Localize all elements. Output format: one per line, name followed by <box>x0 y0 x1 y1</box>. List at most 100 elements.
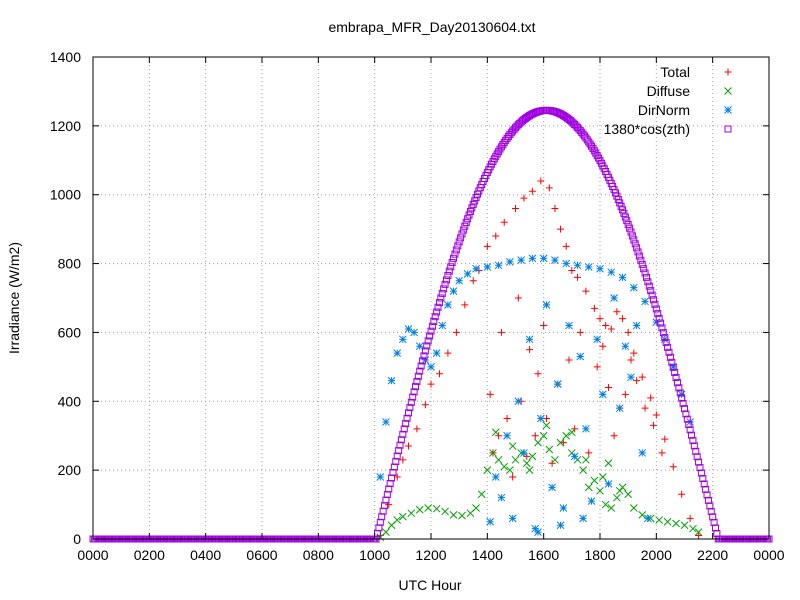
data-point <box>678 490 686 498</box>
data-point <box>382 418 390 426</box>
data-point <box>486 390 494 398</box>
x-tick-label: 0200 <box>134 547 165 563</box>
data-point <box>635 252 643 260</box>
data-point <box>638 449 647 457</box>
data-point <box>647 287 655 295</box>
data-point <box>491 473 500 481</box>
data-point <box>627 356 635 364</box>
y-axis-ticks: 0 200 400 600 800 1000 1200 1400 <box>50 49 769 547</box>
x-axis-label: UTC Hour <box>398 577 461 593</box>
data-point <box>424 504 433 512</box>
data-point <box>410 328 418 337</box>
data-point <box>659 329 667 337</box>
data-point <box>520 194 528 202</box>
y-tick-label: 600 <box>58 324 82 340</box>
data-point <box>690 442 698 450</box>
data-point <box>604 459 613 468</box>
data-point <box>376 473 385 481</box>
data-point <box>522 459 531 468</box>
data-point <box>503 431 511 440</box>
data-point <box>602 322 610 330</box>
data-point <box>412 383 420 391</box>
data-point <box>420 352 428 360</box>
data-point <box>407 398 415 406</box>
data-point <box>397 436 405 444</box>
y-tick-label: 0 <box>73 531 81 547</box>
data-point <box>458 230 466 238</box>
data-point <box>669 363 677 371</box>
data-point <box>650 421 658 429</box>
data-point <box>565 356 573 364</box>
data-point <box>638 260 646 268</box>
data-point <box>508 514 517 523</box>
data-point <box>465 211 473 219</box>
data-point <box>506 466 514 474</box>
legend: Total Diffuse DirNorm 1380*cos(zth) <box>604 64 732 137</box>
data-point <box>620 209 628 217</box>
data-point <box>410 388 418 396</box>
data-point <box>613 308 621 316</box>
data-point <box>441 507 449 516</box>
data-point <box>570 452 579 461</box>
data-point <box>579 514 587 523</box>
data-point <box>396 441 404 449</box>
data-point <box>669 463 677 471</box>
data-point <box>548 483 556 492</box>
data-point <box>509 473 517 481</box>
data-point <box>579 466 587 474</box>
data-point <box>678 394 686 402</box>
data-point <box>528 452 537 461</box>
data-point <box>604 480 613 488</box>
data-point <box>525 466 534 474</box>
data-point <box>452 328 460 336</box>
data-point <box>668 358 676 366</box>
data-point <box>461 222 469 230</box>
data-point <box>390 463 398 471</box>
data-point <box>631 240 639 248</box>
data-point <box>672 519 680 528</box>
data-point <box>542 301 551 309</box>
data-point <box>641 269 649 277</box>
data-point <box>565 321 573 330</box>
data-point <box>658 449 666 457</box>
data-point <box>628 232 636 240</box>
y-tick-label: 400 <box>58 393 82 409</box>
data-point <box>697 469 705 477</box>
legend-label: DirNorm <box>638 102 690 118</box>
data-point <box>669 363 678 371</box>
data-point <box>677 390 686 399</box>
data-point <box>598 473 607 481</box>
data-point <box>694 528 703 536</box>
x-tick-label: 2200 <box>697 547 728 563</box>
data-point <box>395 447 403 455</box>
legend-marker <box>724 125 732 133</box>
data-point <box>700 480 708 488</box>
legend-label: Total <box>660 64 690 80</box>
data-point <box>497 328 505 336</box>
data-point <box>623 217 631 225</box>
data-point <box>419 357 427 365</box>
data-point <box>432 504 441 513</box>
data-point <box>444 301 452 309</box>
y-tick-label: 1400 <box>50 49 81 65</box>
data-point <box>584 263 593 271</box>
data-point <box>531 432 539 440</box>
data-point <box>685 421 693 429</box>
data-point <box>403 414 411 422</box>
data-point <box>619 315 627 323</box>
data-point <box>500 462 509 471</box>
data-point <box>409 393 417 401</box>
x-tick-label: 1000 <box>359 547 390 563</box>
data-point <box>511 455 520 464</box>
data-point <box>584 483 593 492</box>
data-point <box>652 411 660 419</box>
data-point <box>551 455 559 464</box>
data-point <box>598 390 607 399</box>
data-point <box>689 524 697 533</box>
data-point <box>618 273 627 282</box>
data-point <box>407 509 416 518</box>
data-point <box>392 458 400 466</box>
data-point <box>435 370 443 378</box>
data-point <box>683 415 691 423</box>
